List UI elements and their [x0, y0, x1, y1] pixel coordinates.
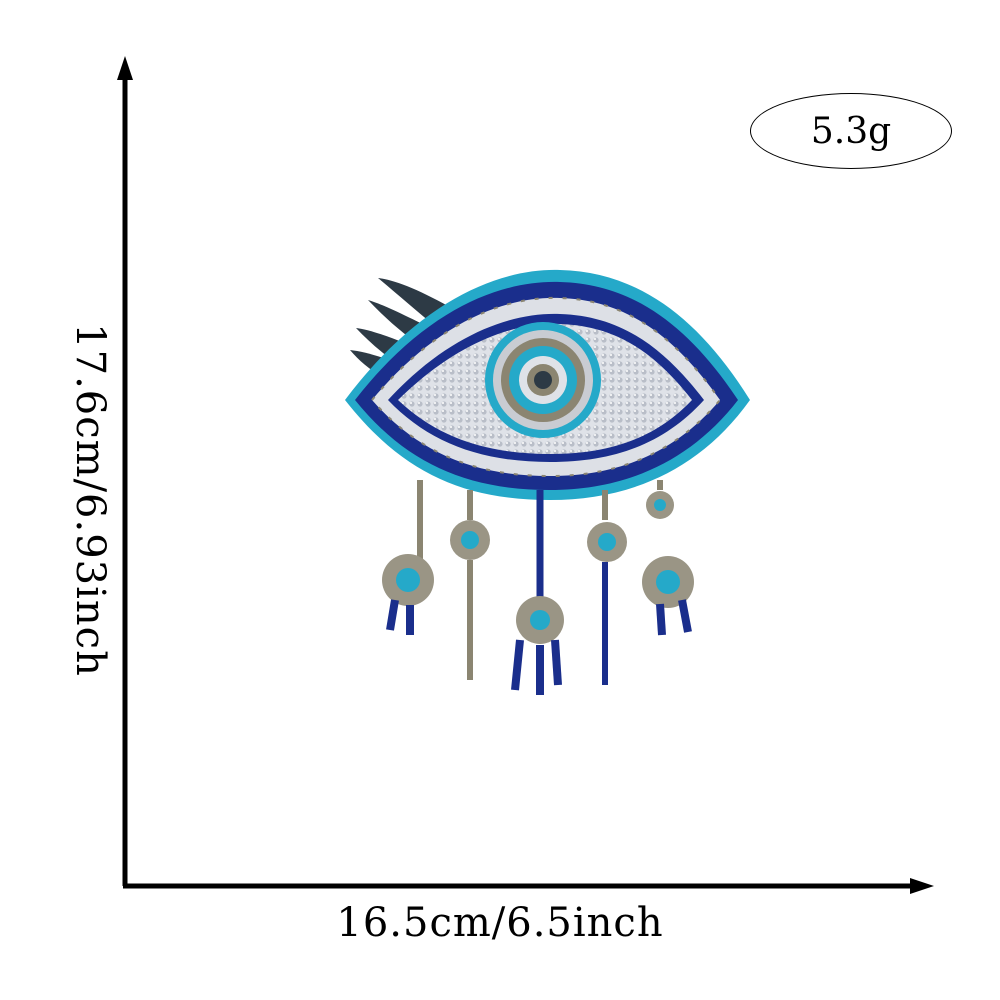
evil-eye-sequin-patch-icon	[330, 260, 770, 710]
tassels	[382, 480, 694, 695]
width-dimension-label: 16.5cm/6.5inch	[0, 900, 1000, 946]
height-dimension-label: 17.6cm/6.93inch	[67, 323, 113, 677]
vertical-axis-arrowhead	[117, 56, 133, 80]
horizontal-axis-arrowhead	[910, 878, 934, 894]
weight-badge: 5.3g	[750, 93, 952, 169]
eye-iris	[485, 322, 601, 438]
